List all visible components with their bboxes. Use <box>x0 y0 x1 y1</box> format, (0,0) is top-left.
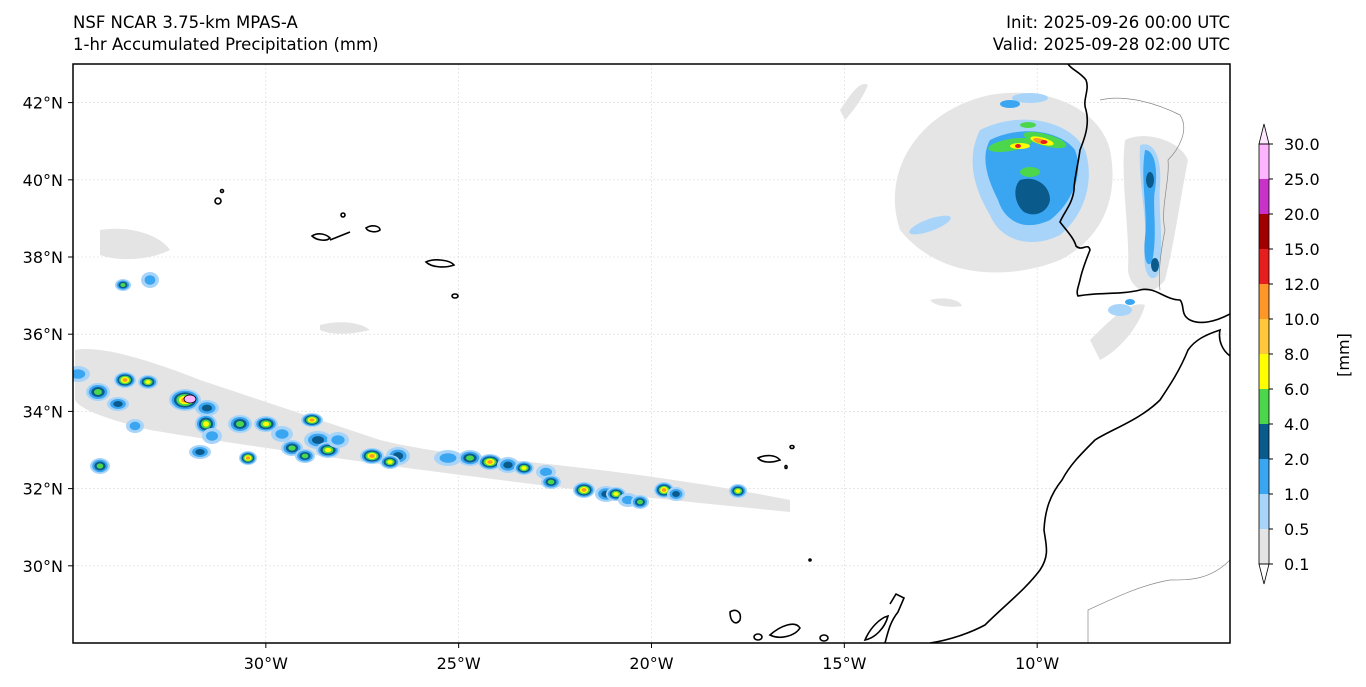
colorbar-label: 30.0 <box>1284 135 1320 154</box>
field-title: 1-hr Accumulated Precipitation (mm) <box>73 35 379 54</box>
rain-cell <box>288 445 296 451</box>
colorbar-label: 2.0 <box>1284 450 1309 469</box>
colorbar-segment <box>1259 354 1269 389</box>
rain-cell <box>540 467 552 477</box>
colorbar-label: 0.5 <box>1284 520 1309 539</box>
colorbar: 0.1 0.5 1.0 2.0 4.0 6.0 8.0 10.0 12.0 15.0 20.0 25.… <box>1258 123 1320 585</box>
rain-cell <box>275 429 289 439</box>
colorbar-label: 4.0 <box>1284 415 1309 434</box>
rain-cell <box>622 495 634 505</box>
colorbar-segment <box>1259 284 1269 319</box>
rain-cell <box>547 479 555 485</box>
rain-cell <box>369 454 375 458</box>
colorbar-under-arrow <box>1258 563 1270 585</box>
rain-cell <box>96 463 104 469</box>
rain-cell <box>613 492 619 496</box>
colorbar-segment <box>1259 459 1269 494</box>
colorbar-segment <box>1259 179 1269 214</box>
rain-cell <box>203 421 209 427</box>
lat-tick-label: 34°N <box>23 402 63 421</box>
lon-tick-label: 30°W <box>244 654 288 673</box>
latitude-axis: 42°N 40°N 38°N 36°N 34°N 32°N 30°N <box>23 94 73 576</box>
rain-cell <box>387 460 393 464</box>
rain-cell <box>503 461 513 469</box>
coastlines <box>214 64 1230 643</box>
rain-cell <box>735 489 741 493</box>
rain-cell <box>113 401 123 407</box>
colorbar-label: 12.0 <box>1284 275 1320 294</box>
lat-tick-label: 36°N <box>23 325 63 344</box>
lat-tick-label: 42°N <box>23 94 63 113</box>
colorbar-label: 1.0 <box>1284 485 1309 504</box>
lon-tick-label: 10°W <box>1015 654 1059 673</box>
rain-cell <box>672 491 680 497</box>
colorbar-segment <box>1259 529 1269 564</box>
lon-tick-label: 15°W <box>822 654 866 673</box>
rain-cell <box>324 447 332 453</box>
colorbar-label: 15.0 <box>1284 240 1320 259</box>
colorbar-segment <box>1259 424 1269 459</box>
rain-cell <box>195 449 205 455</box>
colorbar-unit: [mm] <box>1334 333 1353 377</box>
model-title: NSF NCAR 3.75-km MPAS-A <box>73 13 298 32</box>
rain-cell-peak <box>183 394 197 404</box>
precipitation-field <box>73 84 1188 512</box>
rain-cell <box>312 436 324 444</box>
rain-cell <box>581 488 587 492</box>
colorbar-segment <box>1259 144 1269 179</box>
title-block: NSF NCAR 3.75-km MPAS-A 1-hr Accumulated… <box>73 12 379 56</box>
rain-cell <box>487 460 493 464</box>
rain-cell <box>122 378 128 382</box>
rain-cell <box>331 435 345 445</box>
rain-cell <box>73 369 86 379</box>
rain-cell <box>661 488 667 492</box>
rain-cell <box>201 404 213 412</box>
rain-cell <box>301 453 309 459</box>
longitude-axis: 30°W 25°W 20°W 15°W 10°W <box>244 643 1059 673</box>
rain-cell <box>145 380 151 384</box>
country-borders <box>1087 97 1230 643</box>
colorbar-label: 8.0 <box>1284 345 1309 364</box>
colorbar-label: 10.0 <box>1284 310 1320 329</box>
rain-cell <box>120 283 126 287</box>
colorbar-label: 20.0 <box>1284 205 1320 224</box>
rain-band <box>73 272 747 509</box>
init-time: Init: 2025-09-26 00:00 UTC <box>1006 13 1230 32</box>
colorbar-label: 0.1 <box>1284 555 1309 574</box>
colorbar-segment <box>1259 389 1269 424</box>
lat-tick-label: 30°N <box>23 557 63 576</box>
rain-cell <box>637 499 643 505</box>
rain-cell <box>521 466 527 470</box>
rain-cell <box>129 421 141 431</box>
lon-tick-label: 25°W <box>437 654 481 673</box>
lat-tick-label: 40°N <box>23 171 63 190</box>
rain-cell <box>439 453 457 463</box>
rain-cell <box>245 456 251 460</box>
colorbar-segment <box>1259 214 1269 249</box>
colorbar-segment <box>1259 249 1269 284</box>
time-block: Init: 2025-09-26 00:00 UTC Valid: 2025-0… <box>993 12 1230 56</box>
rain-cell <box>206 431 218 441</box>
rain-cell <box>144 275 156 285</box>
rain-cell <box>94 389 102 395</box>
colorbar-segment <box>1259 494 1269 529</box>
lat-tick-label: 32°N <box>23 480 63 499</box>
rain-cell <box>309 418 315 422</box>
colorbar-segment <box>1259 319 1269 354</box>
rain-cell <box>466 455 474 461</box>
lat-tick-label: 38°N <box>23 248 63 267</box>
colorbar-label: 25.0 <box>1284 170 1320 189</box>
valid-time: Valid: 2025-09-28 02:00 UTC <box>992 35 1230 54</box>
rain-cell <box>262 421 270 427</box>
colorbar-label: 6.0 <box>1284 380 1309 399</box>
lon-tick-label: 20°W <box>629 654 673 673</box>
rain-cell <box>236 421 244 427</box>
colorbar-over-arrow <box>1258 123 1270 145</box>
